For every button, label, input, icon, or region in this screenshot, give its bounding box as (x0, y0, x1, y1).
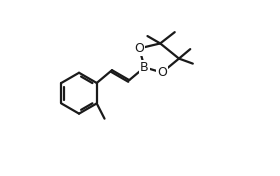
Text: O: O (134, 42, 144, 55)
Text: B: B (140, 61, 149, 74)
Text: O: O (157, 66, 167, 79)
